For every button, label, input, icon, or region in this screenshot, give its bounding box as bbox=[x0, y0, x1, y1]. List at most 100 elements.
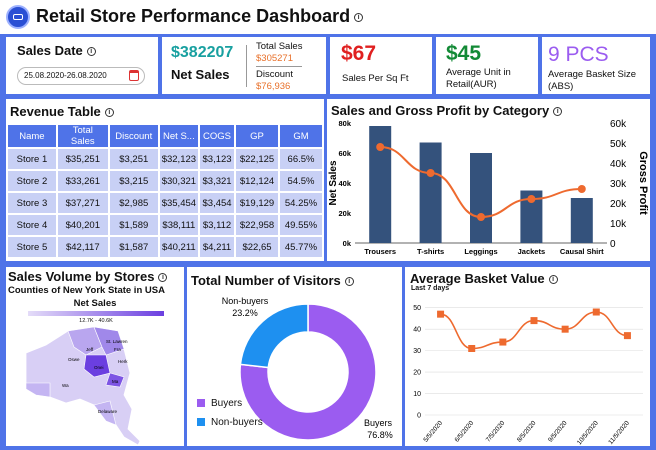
map-county[interactable] bbox=[67, 326, 103, 356]
x-tick-label: Causal Shirt bbox=[560, 247, 604, 256]
column-header[interactable]: GM bbox=[280, 125, 322, 147]
line-point[interactable] bbox=[530, 317, 538, 325]
y-right-tick-label: 0 bbox=[610, 239, 616, 250]
map-region-label: Oswe bbox=[68, 357, 80, 362]
bar[interactable] bbox=[369, 126, 392, 243]
x-tick-label: 11/5/2020 bbox=[607, 419, 631, 446]
calendar-icon[interactable] bbox=[129, 70, 139, 81]
map-region-label: Delaware bbox=[98, 409, 118, 414]
kpi-label: Average Unit in Retail(AUR) bbox=[446, 67, 511, 90]
x-tick-label: Jackets bbox=[518, 247, 546, 256]
basket-value-chart-card: Average Basket Value i Last 7 days 0 10 20 3… bbox=[405, 267, 650, 446]
y-tick-label: 60k bbox=[338, 149, 351, 158]
map-county[interactable] bbox=[25, 382, 51, 398]
bar[interactable] bbox=[419, 142, 442, 244]
column-header[interactable]: GP bbox=[236, 125, 278, 147]
kpi-value: $67 bbox=[341, 42, 377, 65]
table-cell: $4,211 bbox=[200, 237, 235, 257]
x-tick-label: 10/5/2020 bbox=[576, 419, 600, 446]
kpi-card-abs: 9 PCS Average Basket Size (ABS) bbox=[542, 37, 650, 94]
map-region-label: Wa bbox=[62, 383, 69, 388]
legend-swatch bbox=[197, 399, 205, 408]
y-tick-label: 20 bbox=[413, 370, 421, 377]
y-right-tick-label: 20k bbox=[610, 199, 627, 210]
y-tick-label: 30 bbox=[413, 348, 421, 355]
table-row[interactable]: Store 3 $37,271 $2,985 $35,454 $3,454 $19,129… bbox=[8, 193, 322, 213]
line-point[interactable] bbox=[577, 185, 586, 193]
line-point[interactable] bbox=[468, 344, 476, 352]
info-icon[interactable]: i bbox=[553, 107, 563, 117]
table-cell: $3,123 bbox=[200, 149, 235, 169]
page-title: Retail Store Performance Dashboard i bbox=[36, 6, 364, 27]
table-cell: $38,111 bbox=[159, 215, 199, 235]
column-header[interactable]: Total Sales bbox=[57, 125, 108, 147]
bar[interactable] bbox=[470, 153, 492, 243]
map-county[interactable] bbox=[93, 400, 117, 426]
y-right-tick-label: 50k bbox=[610, 139, 627, 150]
date-range-picker[interactable]: 25.08.2020-26.08.2020 bbox=[17, 67, 145, 85]
sales-date-title: Sales Date i bbox=[17, 43, 96, 58]
x-tick-label: Trousers bbox=[364, 247, 396, 256]
chart-title: Sales and Gross Profit by Category i bbox=[331, 103, 563, 118]
table-cell: 45.77% bbox=[280, 237, 322, 257]
y-right-tick-label: 10k bbox=[610, 219, 627, 230]
donut-slice[interactable] bbox=[239, 303, 377, 441]
total-sales-value: $305271 bbox=[256, 53, 293, 64]
bar[interactable] bbox=[520, 190, 543, 244]
column-header[interactable]: Discount bbox=[109, 125, 158, 147]
table-cell: $22,958 bbox=[236, 215, 278, 235]
table-cell: $35,454 bbox=[159, 193, 199, 213]
table-cell: $3,215 bbox=[109, 171, 158, 191]
info-icon[interactable]: i bbox=[86, 47, 96, 57]
line-point[interactable] bbox=[499, 338, 507, 346]
line-point[interactable] bbox=[527, 195, 536, 203]
dashboard-header: Retail Store Performance Dashboard i bbox=[0, 0, 656, 34]
y-tick-label: 40 bbox=[413, 327, 421, 334]
map-subtitle: Counties of New York State in USA bbox=[8, 285, 165, 296]
table-cell: $3,454 bbox=[200, 193, 235, 213]
y-right-tick-label: 40k bbox=[610, 159, 627, 170]
table-row[interactable]: Store 5 $42,117 $1,587 $40,211 $4,211 $22,65 4… bbox=[8, 237, 322, 257]
x-tick-label: 5/5/2020 bbox=[422, 419, 444, 443]
legend-item-non-buyers[interactable]: Non-buyers bbox=[197, 417, 263, 428]
table-cell: $42,117 bbox=[57, 237, 108, 257]
sales-gp-chart-card: Sales and Gross Profit by Category i 0k 20… bbox=[327, 99, 650, 261]
legend-item-buyers[interactable]: Buyers bbox=[197, 398, 242, 409]
table-cell: $30,321 bbox=[159, 171, 199, 191]
map-region-label: Jeff bbox=[86, 347, 94, 352]
revenue-table-card: Revenue Table i Name Total Sales Discount… bbox=[6, 99, 324, 261]
line-point[interactable] bbox=[376, 143, 385, 151]
x-tick-label: T-shirts bbox=[417, 247, 444, 256]
map-county[interactable] bbox=[105, 372, 125, 388]
info-icon[interactable]: i bbox=[548, 275, 558, 285]
table-cell: $3,321 bbox=[200, 171, 235, 191]
column-header[interactable]: Net S... bbox=[159, 125, 199, 147]
bar[interactable] bbox=[570, 198, 593, 243]
info-icon[interactable]: i bbox=[344, 277, 354, 287]
column-header[interactable]: Name bbox=[8, 125, 56, 147]
slice-label: Non-buyers bbox=[222, 296, 269, 306]
table-cell: $35,251 bbox=[57, 149, 108, 169]
table-cell: 66.5% bbox=[280, 149, 322, 169]
y-right-axis-label: Gross Profit bbox=[637, 151, 649, 215]
line-point[interactable] bbox=[592, 308, 600, 316]
line-point[interactable] bbox=[623, 332, 631, 340]
table-row[interactable]: Store 4 $40,201 $1,589 $38,111 $3,112 $22,958… bbox=[8, 215, 322, 235]
map-county[interactable] bbox=[83, 354, 111, 378]
table-row[interactable]: Store 2 $33,261 $3,215 $30,321 $3,321 $12,124… bbox=[8, 171, 322, 191]
donut-slice[interactable] bbox=[239, 303, 309, 369]
line-point[interactable] bbox=[437, 310, 445, 318]
y-tick-label: 80k bbox=[338, 119, 351, 128]
table-cell: $2,985 bbox=[109, 193, 158, 213]
info-icon[interactable]: i bbox=[354, 12, 364, 22]
info-icon[interactable]: i bbox=[158, 273, 168, 283]
table-row[interactable]: Store 1 $35,251 $3,251 $32,123 $3,123 $22,125… bbox=[8, 149, 322, 169]
line-point[interactable] bbox=[561, 325, 569, 333]
table-cell: $12,124 bbox=[236, 171, 278, 191]
column-header[interactable]: COGS bbox=[200, 125, 235, 147]
info-icon[interactable]: i bbox=[104, 108, 114, 118]
map-county[interactable] bbox=[93, 326, 125, 356]
table-cell: $19,129 bbox=[236, 193, 278, 213]
line-point[interactable] bbox=[477, 213, 485, 221]
line-point[interactable] bbox=[426, 169, 435, 177]
